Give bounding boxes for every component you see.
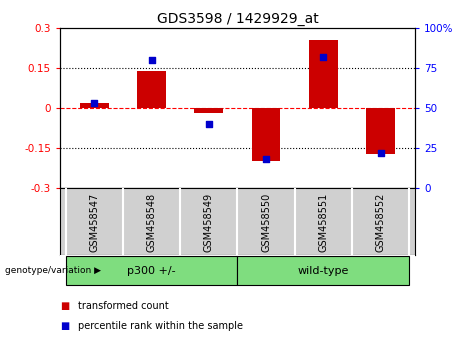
Bar [65, 256, 237, 285]
Text: ■: ■ [60, 301, 69, 311]
Text: p300 +/-: p300 +/- [127, 266, 176, 276]
Bar [252, 108, 280, 161]
Text: ■: ■ [60, 321, 69, 331]
Text: percentile rank within the sample: percentile rank within the sample [78, 321, 243, 331]
Text: genotype/variation ▶: genotype/variation ▶ [5, 266, 100, 275]
Text: GSM458549: GSM458549 [204, 193, 214, 252]
Point [205, 121, 213, 127]
Point [377, 150, 384, 155]
Text: GSM458551: GSM458551 [318, 193, 328, 252]
Bar [195, 108, 223, 113]
Point [262, 156, 270, 162]
Bar [80, 103, 109, 108]
Point [91, 101, 98, 106]
Bar [137, 71, 166, 108]
Point [319, 54, 327, 60]
Text: wild-type: wild-type [298, 266, 349, 276]
Text: GSM458552: GSM458552 [376, 193, 385, 252]
Text: GSM458547: GSM458547 [89, 193, 99, 252]
Text: transformed count: transformed count [78, 301, 169, 311]
Title: GDS3598 / 1429929_at: GDS3598 / 1429929_at [157, 12, 318, 26]
Point [148, 57, 155, 63]
Bar [309, 40, 337, 108]
Bar [237, 256, 409, 285]
Text: GSM458548: GSM458548 [147, 193, 157, 252]
Text: GSM458550: GSM458550 [261, 193, 271, 252]
Bar [366, 108, 395, 154]
